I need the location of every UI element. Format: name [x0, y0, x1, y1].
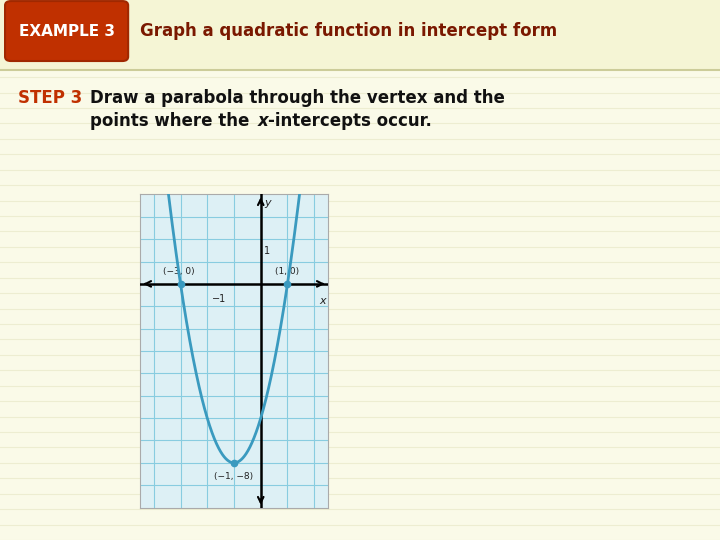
Text: Graph a quadratic function in intercept form: Graph a quadratic function in intercept … — [140, 22, 558, 40]
Text: −1: −1 — [212, 294, 226, 304]
Text: x: x — [258, 112, 269, 130]
FancyBboxPatch shape — [0, 0, 720, 70]
Text: y: y — [264, 198, 271, 208]
Text: (−3, 0): (−3, 0) — [163, 267, 195, 276]
FancyBboxPatch shape — [5, 1, 128, 61]
Text: 1: 1 — [264, 246, 270, 256]
Text: Draw a parabola through the vertex and the: Draw a parabola through the vertex and t… — [90, 89, 505, 107]
Text: (−1, −8): (−1, −8) — [215, 472, 253, 481]
Text: points where the: points where the — [90, 112, 255, 130]
Text: (1, 0): (1, 0) — [276, 267, 300, 276]
Text: EXAMPLE 3: EXAMPLE 3 — [19, 24, 115, 39]
Text: -intercepts occur.: -intercepts occur. — [268, 112, 432, 130]
Text: x: x — [320, 296, 326, 306]
Text: STEP 3: STEP 3 — [18, 89, 82, 107]
